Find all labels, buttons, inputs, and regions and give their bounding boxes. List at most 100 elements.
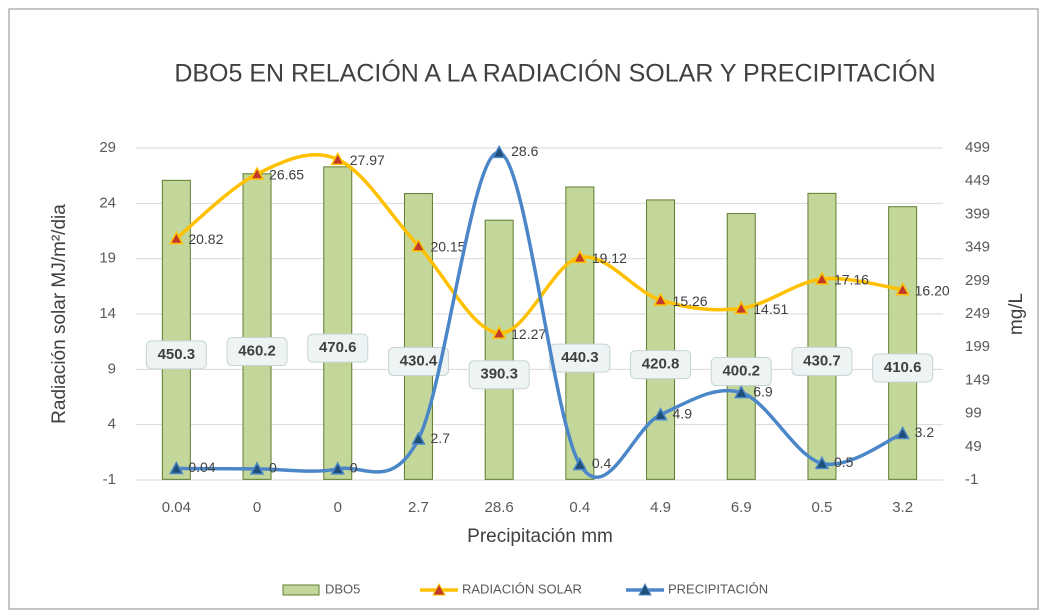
marker [733, 300, 749, 315]
legend-marker [638, 582, 652, 596]
y2-tick-label: 199 [965, 338, 990, 355]
bar [646, 199, 676, 480]
data-label: 26.65 [269, 167, 304, 183]
legend-label: PRECIPITACIÓN [668, 581, 768, 596]
data-label-box [549, 343, 611, 373]
y2-tick-label: 299 [965, 272, 990, 289]
data-label: 0.5 [834, 454, 854, 470]
marker [733, 385, 749, 399]
data-label: 420.8 [642, 356, 680, 373]
data-label: 20.82 [188, 231, 223, 247]
marker [653, 407, 668, 421]
bar [484, 219, 514, 480]
marker [330, 151, 346, 166]
marker [491, 144, 507, 159]
data-label-box [468, 360, 530, 390]
marker [411, 238, 426, 252]
data-label: 2.7 [430, 430, 450, 446]
y2-tick-label: 99 [965, 405, 982, 422]
data-label: 430.7 [803, 352, 841, 369]
data-label: 27.97 [350, 152, 385, 168]
marker [249, 461, 265, 475]
marker [814, 271, 830, 285]
x-axis-title: Precipitación mm [467, 526, 613, 547]
marker [653, 292, 668, 306]
data-label: 400.2 [722, 362, 760, 379]
y-tick-label: 19 [99, 250, 116, 267]
y2-tick-label: 249 [965, 305, 990, 322]
data-label: 14.51 [753, 301, 788, 317]
y2-tick-label: 399 [965, 205, 990, 222]
x-tick-label: 6.9 [731, 499, 752, 516]
data-label: 28.6 [511, 143, 538, 159]
data-label-box [226, 337, 288, 367]
data-label: 0.04 [188, 459, 215, 475]
data-label: 12.27 [511, 326, 546, 342]
x-tick-label: 0.04 [162, 499, 191, 516]
chart-title: DBO5 EN RELACIÓN A LA RADIACIÓN SOLAR Y … [174, 59, 935, 88]
y2-tick-label: 49 [965, 438, 982, 455]
x-tick-label: 4.9 [650, 499, 671, 516]
legend-marker [432, 582, 446, 596]
legend-label: DBO5 [325, 581, 360, 596]
marker [572, 456, 588, 471]
x-tick-label: 0.5 [812, 499, 833, 516]
legend-swatch [282, 584, 320, 596]
y2-tick-label: -1 [965, 471, 978, 488]
bar [565, 186, 595, 480]
bar [807, 192, 837, 480]
data-label: 3.2 [915, 424, 935, 440]
x-tick-label: 2.7 [408, 499, 429, 516]
data-label: 0 [269, 460, 277, 476]
x-tick-label: 28.6 [485, 499, 514, 516]
marker [169, 460, 184, 475]
data-label: 390.3 [480, 366, 518, 383]
marker [814, 455, 830, 470]
y-tick-label: 14 [99, 305, 116, 322]
x-tick-label: 3.2 [892, 499, 913, 516]
marker [169, 230, 184, 245]
marker [330, 461, 346, 475]
y-tick-label: -1 [103, 471, 116, 488]
y-tick-label: 9 [108, 360, 116, 377]
bar [323, 166, 353, 480]
x-tick-label: 0 [334, 499, 342, 516]
data-label: 0.4 [592, 455, 612, 471]
marker [572, 249, 588, 264]
data-label: 0 [350, 460, 358, 476]
marker [411, 431, 426, 445]
data-label: 450.3 [158, 346, 196, 363]
y-tick-label: 29 [99, 139, 116, 156]
bar [726, 213, 756, 480]
y2-axis-title: mg/L [1006, 293, 1027, 335]
data-label: 20.15 [430, 239, 465, 255]
marker [491, 325, 507, 339]
marker [249, 166, 265, 180]
x-tick-label: 0 [253, 499, 261, 516]
y2-tick-label: 349 [965, 239, 990, 256]
marker [895, 425, 910, 440]
line [175, 153, 903, 335]
y-tick-label: 4 [108, 416, 116, 433]
data-label: 6.9 [753, 383, 773, 399]
data-label: 16.20 [915, 282, 950, 298]
data-label-box [387, 346, 449, 376]
y-tick-label: 24 [99, 194, 116, 211]
y2-tick-label: 149 [965, 371, 990, 388]
data-label-box [145, 340, 207, 370]
y2-tick-label: 449 [965, 172, 990, 189]
data-label: 410.6 [884, 359, 922, 376]
y2-tick-label: 499 [965, 139, 990, 156]
data-label: 460.2 [238, 343, 276, 360]
data-label-box [307, 333, 369, 363]
legend-label: RADIACIÓN SOLAR [462, 581, 582, 596]
y-axis-title: Radiación solar MJ/m²/dia [49, 204, 70, 424]
bar [161, 179, 191, 480]
data-label: 19.12 [592, 250, 627, 266]
data-label: 17.16 [834, 272, 869, 288]
data-label: 4.9 [673, 405, 693, 421]
marker [895, 282, 910, 296]
data-label-box [791, 346, 853, 376]
data-label: 440.3 [561, 349, 599, 366]
